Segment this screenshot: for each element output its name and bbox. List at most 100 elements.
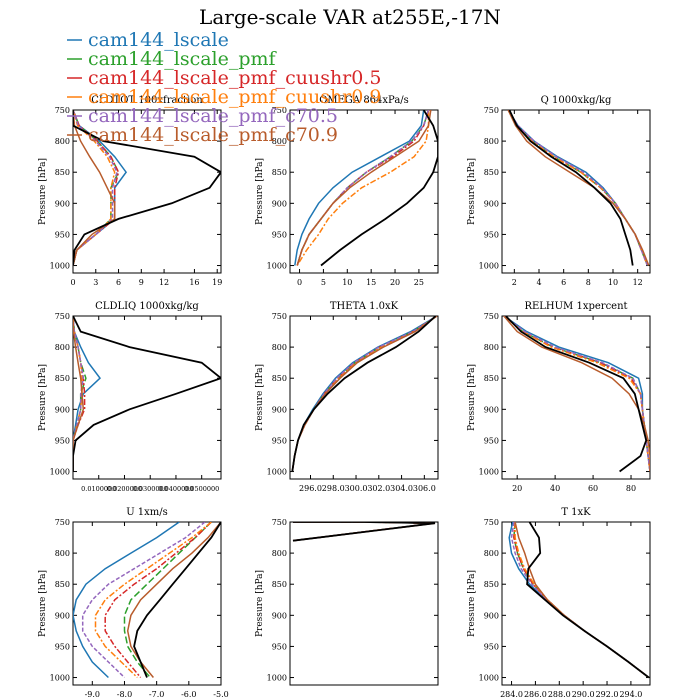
x-tick-label: 292.0 [596,690,619,699]
y-axis-label: Pressure [hPa] [467,364,477,431]
obs-line [291,316,437,472]
obs-line [73,316,221,472]
obs-line [320,110,438,267]
series-group [507,110,650,266]
x-tick-label: -9.0 [85,690,100,699]
series-group [294,110,438,267]
y-axis-label: Pressure [hPa] [467,158,477,225]
y-tick-label: 1000 [50,468,70,477]
panel-title: THETA 1.0xK [330,301,399,312]
x-tick-label: 25 [414,278,424,287]
series-line-3 [104,522,212,678]
x-tick-label: 0.0500000 [184,485,219,493]
series-line-5 [291,316,438,472]
legend-item-5: cam144_lscale_pmf_c70.5 [67,105,338,127]
x-tick-label: 12 [159,278,169,287]
y-tick-label: 800 [484,549,499,558]
x-tick-label: -7.0 [149,690,164,699]
series-line-4 [94,522,212,679]
series-line-2 [513,522,650,679]
x-tick-label: 290.0 [572,690,595,699]
y-axis-label: Pressure [hPa] [38,158,48,225]
series-group [503,316,650,473]
series-line-2 [507,110,649,266]
y-tick-label: 800 [55,549,70,558]
series-line-4 [507,110,649,266]
series-line-3 [507,110,649,266]
y-tick-label: 1000 [479,468,499,477]
legend-item-6: cam144_lscale_pmf_c70.9 [67,124,338,146]
chart-panel-8: 750 800 850 900 950 1000 Pressure [hPa] [255,518,439,686]
y-tick-label: 850 [55,168,70,177]
y-tick-label: 850 [484,168,499,177]
x-tick-label: -8.0 [117,690,132,699]
y-tick-label: 750 [484,106,499,115]
x-tick-label: 20 [390,278,400,287]
x-tick-label: 6 [116,278,121,287]
x-tick-label: 5 [321,278,326,287]
panel-title: CLDLIQ 1000xkg/kg [95,301,199,312]
y-tick-label: 950 [484,230,499,239]
chart-panel-2: OMEGA 864xPa/s 750 800 850 900 950 1000 0 5 10 15 2… [255,95,439,287]
obs-line [526,522,650,679]
y-tick-label: 1000 [479,262,499,271]
y-tick-label: 800 [272,343,287,352]
x-tick-label: 0.0400000 [158,485,193,493]
y-tick-label: 750 [484,518,499,527]
chart-panel-7: U 1xm/s 750 800 850 900 950 1000 -9.0 -8.0 -7.0 -6… [38,507,229,699]
x-tick-label: 19 [212,278,222,287]
y-tick-label: 750 [484,312,499,321]
series-line-1 [73,522,180,679]
x-tick-label: 16 [189,278,199,287]
x-tick-label: 294.0 [619,690,642,699]
x-tick-label: 20 [512,484,522,493]
y-tick-label: 850 [272,374,287,383]
obs-line [73,110,221,266]
y-tick-label: 850 [484,374,499,383]
series-line-1 [73,316,102,472]
legend: cam144_lscalecam144_lscale_pmfcam144_lsc… [67,29,381,146]
x-tick-label: 304.0 [390,484,413,493]
y-tick-label: 1000 [50,262,70,271]
x-tick-label: 80 [626,484,636,493]
x-tick-label: 0.0300000 [133,485,168,493]
legend-label: cam144_lscale_pmf_cuushr0.5 [88,67,381,89]
figure-title: Large-scale VAR at255E,-17N [199,5,501,29]
panel-title: OMEGA 864xPa/s [319,95,409,106]
series-line-6 [296,110,432,266]
x-tick-label: 300.0 [345,484,368,493]
series-group [291,316,438,472]
y-tick-label: 800 [484,137,499,146]
y-tick-label: 750 [272,312,287,321]
y-tick-label: 1000 [50,674,70,683]
series-group [508,522,650,679]
series-line-3 [291,316,438,472]
series-line-5 [510,522,650,679]
x-tick-label: 10 [608,278,618,287]
x-tick-label: 288.0 [548,690,571,699]
x-tick-label: 12 [633,278,643,287]
panel-title: CLDTOT 100xfraction [91,95,203,106]
series-line-1 [291,316,438,472]
x-tick-label: 0 [297,278,302,287]
y-tick-label: 950 [484,436,499,445]
obs-line [133,522,221,678]
series-line-6 [514,522,650,679]
y-axis-label: Pressure [hPa] [38,364,48,431]
y-axis-label: Pressure [hPa] [255,570,265,637]
x-tick-label: 306.0 [413,484,436,493]
x-tick-label: 2 [512,278,517,287]
chart-panel-1: CLDTOT 100xfraction 750 800 850 900 950 10000 3… [38,95,222,287]
y-tick-label: 750 [272,106,287,115]
legend-label: cam144_lscale [88,29,229,51]
y-tick-label: 850 [272,168,287,177]
legend-item-3: cam144_lscale_pmf_cuushr0.5 [67,67,381,89]
x-tick-label: 6 [561,278,566,287]
series-line-2 [291,316,438,472]
y-tick-label: 900 [484,199,499,208]
series-line-5 [73,316,85,472]
y-tick-label: 1000 [267,468,287,477]
panel-title: U 1xm/s [126,507,168,518]
y-tick-label: 750 [55,518,70,527]
